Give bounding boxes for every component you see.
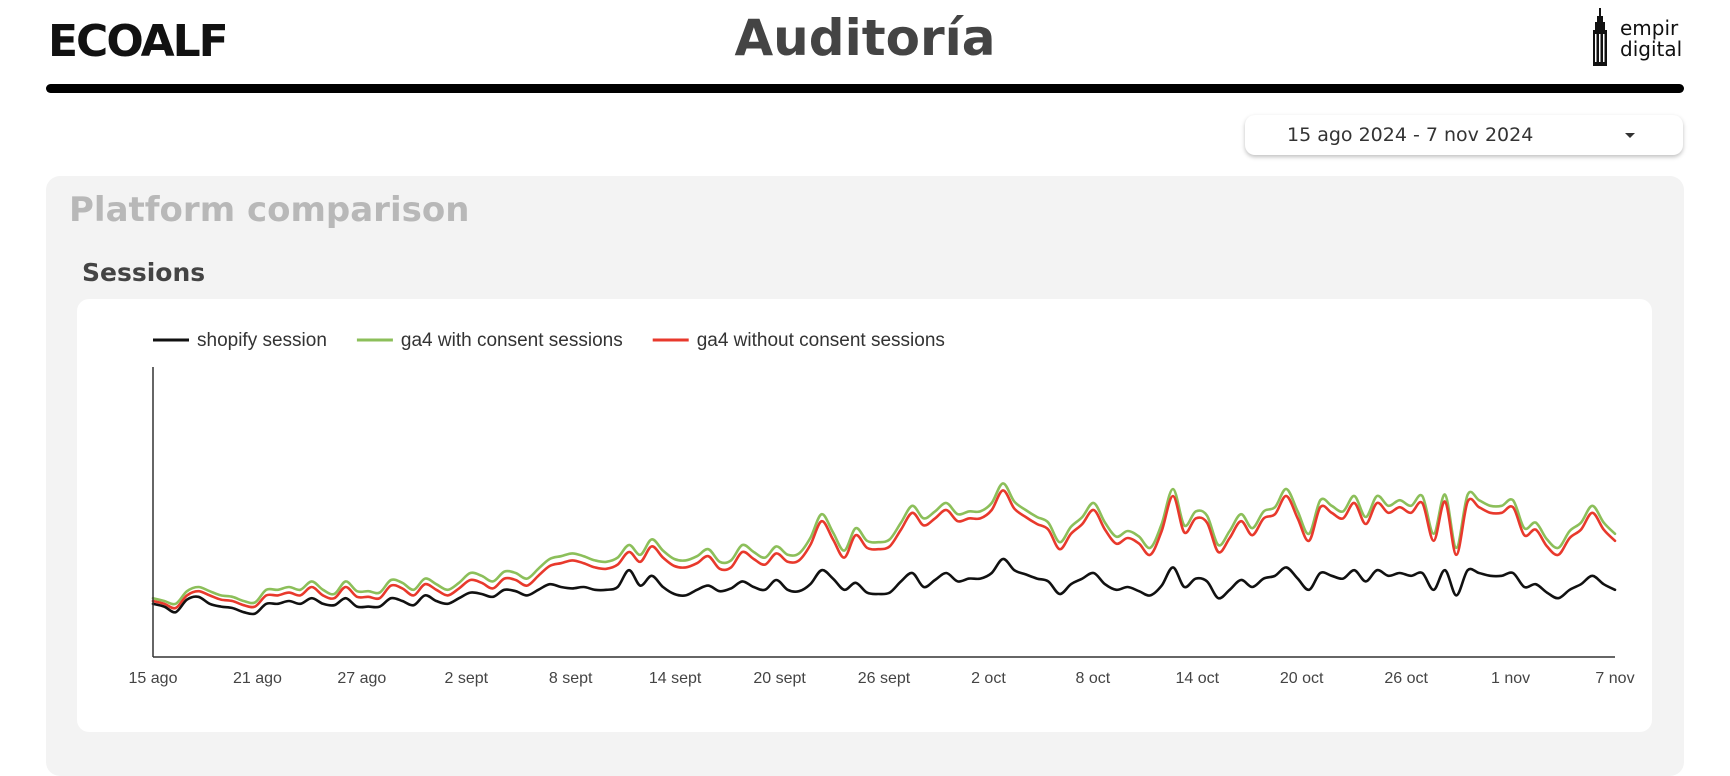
legend-item: ga4 with consent sessions bbox=[356, 330, 623, 351]
legend-item: ga4 without consent sessions bbox=[652, 330, 945, 351]
date-range-label: 15 ago 2024 - 7 nov 2024 bbox=[1287, 124, 1534, 146]
brand-text: empir digital bbox=[1620, 18, 1682, 60]
x-tick-label: 27 ago bbox=[337, 670, 386, 687]
platform-comparison-panel: Platform comparison Sessions shopify ses… bbox=[46, 176, 1684, 776]
x-tick-label: 7 nov bbox=[1595, 670, 1634, 687]
sessions-chart: shopify session ga4 with consent sessions… bbox=[129, 330, 1635, 687]
x-tick-label: 26 oct bbox=[1384, 670, 1428, 687]
legend-label: ga4 without consent sessions bbox=[697, 330, 945, 351]
empir-digital-logo: empir digital bbox=[1586, 8, 1696, 66]
x-tick-label: 2 oct bbox=[971, 670, 1006, 687]
ecoalf-logo: ECOALF bbox=[48, 16, 229, 67]
x-tick-label: 15 ago bbox=[129, 670, 178, 687]
x-tick-label: 2 sept bbox=[444, 670, 488, 687]
x-tick-label: 14 oct bbox=[1175, 670, 1219, 687]
header-divider bbox=[46, 84, 1684, 93]
empire-building-icon bbox=[1593, 8, 1607, 66]
x-tick-label: 1 nov bbox=[1491, 670, 1530, 687]
x-tick-label: 8 sept bbox=[549, 670, 593, 687]
legend-item: shopify session bbox=[153, 330, 327, 351]
chart-axes bbox=[152, 367, 1615, 658]
legend-label: ga4 with consent sessions bbox=[401, 330, 623, 351]
chart-legend: shopify session ga4 with consent sessions… bbox=[153, 330, 945, 351]
x-tick-label: 14 sept bbox=[649, 670, 702, 687]
page-title: Auditoría bbox=[734, 9, 996, 67]
series-line bbox=[151, 482, 1617, 606]
series-line bbox=[151, 557, 1617, 616]
plot-area bbox=[151, 482, 1617, 616]
brand-text-line1: empir bbox=[1620, 16, 1679, 40]
brand-text-line2: digital bbox=[1620, 37, 1683, 61]
x-tick-label: 26 sept bbox=[858, 670, 911, 687]
x-tick-label: 8 oct bbox=[1076, 670, 1111, 687]
legend-label: shopify session bbox=[197, 330, 327, 351]
series-line bbox=[151, 489, 1617, 610]
date-range-picker[interactable]: 15 ago 2024 - 7 nov 2024 bbox=[1245, 115, 1683, 155]
x-tick-label: 20 oct bbox=[1280, 670, 1324, 687]
x-tick-labels: 15 ago 21 ago 27 ago 2 sept 8 sept 14 sept 20 … bbox=[129, 670, 1635, 687]
section-title: Sessions bbox=[82, 258, 206, 287]
panel-title: Platform comparison bbox=[69, 190, 470, 230]
x-tick-label: 20 sept bbox=[753, 670, 806, 687]
sessions-chart-card: shopify session ga4 with consent sessions… bbox=[77, 299, 1652, 732]
caret-down-icon[interactable] bbox=[1625, 133, 1635, 138]
x-tick-label: 21 ago bbox=[233, 670, 282, 687]
